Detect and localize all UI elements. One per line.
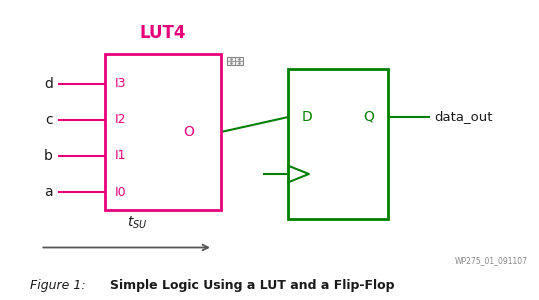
Text: Q: Q — [364, 110, 375, 124]
Bar — [288, 69, 388, 219]
Text: c: c — [45, 113, 53, 127]
Text: I1: I1 — [115, 149, 126, 163]
Text: I0: I0 — [115, 185, 127, 199]
Text: I3: I3 — [115, 77, 126, 91]
Text: Figure 1:: Figure 1: — [30, 280, 85, 292]
Text: d: d — [44, 77, 53, 91]
Text: data_out: data_out — [434, 110, 493, 124]
Text: WP275_01_091107: WP275_01_091107 — [455, 256, 528, 266]
Text: D: D — [302, 110, 313, 124]
Text: b: b — [44, 149, 53, 163]
Bar — [227, 57, 243, 65]
Text: a: a — [44, 185, 53, 199]
Text: LUT4: LUT4 — [140, 24, 186, 42]
Text: Simple Logic Using a LUT and a Flip-Flop: Simple Logic Using a LUT and a Flip-Flop — [110, 280, 395, 292]
Text: O: O — [183, 125, 194, 139]
Text: I2: I2 — [115, 113, 126, 127]
Text: $t_{SU}$: $t_{SU}$ — [127, 214, 148, 231]
Bar — [105, 54, 221, 210]
